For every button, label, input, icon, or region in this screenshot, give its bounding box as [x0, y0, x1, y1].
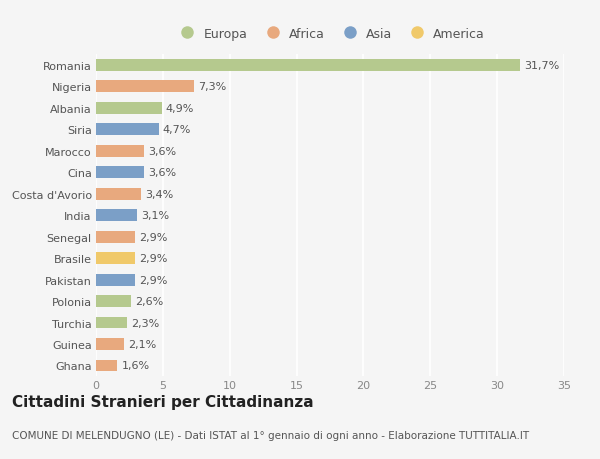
Bar — [96, 231, 135, 243]
Bar — [96, 360, 118, 372]
Text: 3,4%: 3,4% — [145, 189, 174, 199]
Text: 1,6%: 1,6% — [121, 361, 149, 371]
Text: 3,6%: 3,6% — [148, 168, 176, 178]
Text: 3,1%: 3,1% — [142, 211, 170, 221]
Text: 4,9%: 4,9% — [166, 104, 194, 114]
Bar — [96, 103, 161, 115]
Bar — [96, 189, 142, 200]
Bar — [96, 252, 135, 264]
Bar — [96, 317, 127, 329]
Text: 2,6%: 2,6% — [135, 297, 163, 307]
Bar — [96, 296, 131, 308]
Legend: Europa, Africa, Asia, America: Europa, Africa, Asia, America — [170, 22, 490, 45]
Text: 3,6%: 3,6% — [148, 146, 176, 157]
Bar — [96, 124, 159, 136]
Text: Cittadini Stranieri per Cittadinanza: Cittadini Stranieri per Cittadinanza — [12, 394, 314, 409]
Text: 2,1%: 2,1% — [128, 339, 157, 349]
Text: 2,3%: 2,3% — [131, 318, 159, 328]
Text: 2,9%: 2,9% — [139, 275, 167, 285]
Bar — [96, 167, 144, 179]
Bar — [96, 210, 137, 222]
Text: 2,9%: 2,9% — [139, 232, 167, 242]
Bar — [96, 81, 194, 93]
Text: 4,7%: 4,7% — [163, 125, 191, 135]
Bar — [96, 338, 124, 350]
Bar — [96, 146, 144, 157]
Text: 31,7%: 31,7% — [524, 61, 559, 71]
Bar — [96, 60, 520, 72]
Bar — [96, 274, 135, 286]
Text: 7,3%: 7,3% — [197, 82, 226, 92]
Text: COMUNE DI MELENDUGNO (LE) - Dati ISTAT al 1° gennaio di ogni anno - Elaborazione: COMUNE DI MELENDUGNO (LE) - Dati ISTAT a… — [12, 431, 529, 440]
Text: 2,9%: 2,9% — [139, 253, 167, 263]
